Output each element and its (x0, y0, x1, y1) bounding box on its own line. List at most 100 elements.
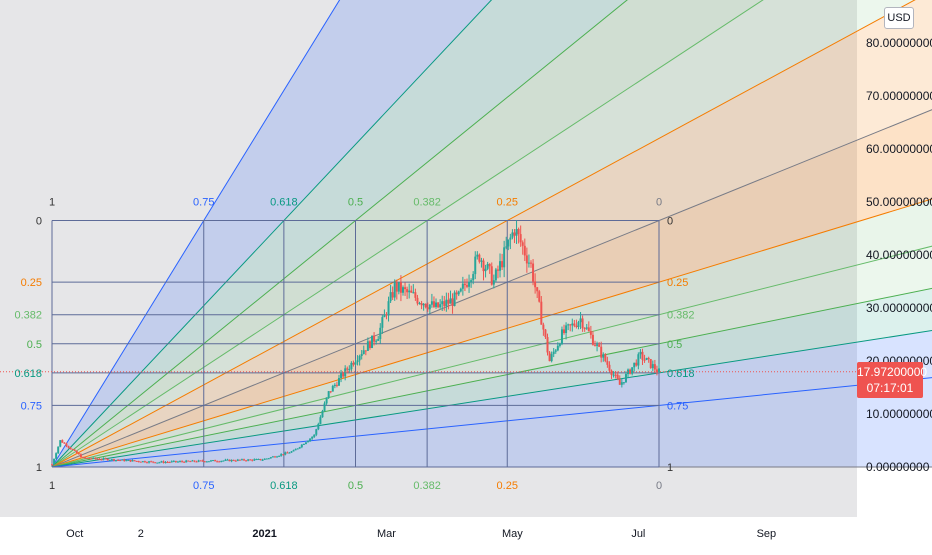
candle-body (195, 461, 198, 463)
candle-body (131, 460, 134, 462)
candle-body (373, 335, 376, 342)
candle-body (232, 459, 235, 461)
candle-body (627, 369, 630, 375)
candle-body (389, 292, 392, 302)
candle-body (238, 459, 241, 461)
candle-body (150, 461, 153, 463)
candle-body (329, 391, 332, 393)
candle-body (77, 453, 80, 455)
price-tick-label: 50.00000000 (866, 195, 932, 209)
candle-body (397, 282, 400, 292)
gann-level-label-left: 0.618 (14, 368, 42, 380)
candle-body (261, 459, 264, 461)
candle-body (65, 443, 68, 447)
candle-body (290, 451, 293, 453)
candle-body (618, 379, 621, 385)
candle-body (98, 458, 101, 460)
candle-body (525, 255, 528, 264)
candle-body (608, 364, 611, 371)
candle-body (337, 378, 340, 386)
candle-body (472, 274, 475, 281)
candle-body (51, 464, 53, 466)
candle-body (426, 307, 429, 310)
candle-body (366, 341, 369, 351)
candle-body (593, 344, 596, 346)
candle-body (152, 461, 155, 463)
candle-body (432, 301, 435, 307)
candle-body (527, 262, 530, 264)
candle-body (577, 322, 580, 327)
currency-button[interactable]: USD (884, 7, 914, 29)
gann-fan-label-bottom: 0.382 (413, 480, 441, 492)
gann-level-label-right: 0.75 (667, 400, 688, 412)
candle-body (199, 460, 202, 462)
plot-background (0, 0, 857, 517)
candle-body (154, 462, 157, 464)
candle-body (331, 385, 334, 392)
candle-body (430, 301, 433, 305)
candle-body (391, 292, 394, 298)
candle-body (302, 443, 305, 445)
candle-body (115, 459, 118, 461)
candle-body (600, 346, 603, 358)
candle-body (162, 461, 165, 463)
candle-body (550, 354, 553, 362)
gann-level-label-left: 0.5 (27, 339, 42, 351)
gann-fan-label-top: 0.25 (497, 197, 518, 209)
candle-body (589, 331, 592, 335)
candle-body (249, 459, 252, 461)
candle-body (499, 261, 502, 271)
candle-body (209, 460, 212, 462)
candle-body (645, 357, 648, 360)
price-tick-label: 70.00000000 (866, 89, 932, 103)
candle-body (420, 303, 423, 306)
candle-body (486, 263, 489, 269)
price-tick-label: 30.00000000 (866, 301, 932, 315)
candle-body (490, 266, 493, 285)
fan-line (51, 0, 493, 468)
time-tick-label: 2021 (252, 528, 276, 540)
candle-body (532, 263, 535, 282)
fan-line (51, 0, 916, 468)
candle-body (451, 298, 454, 306)
candle-body (387, 301, 390, 316)
candle-body (591, 334, 594, 345)
candle-body (141, 461, 144, 463)
candle-body (143, 461, 146, 463)
candle-body (414, 292, 417, 298)
candle-body (637, 354, 640, 366)
fan-line (51, 0, 341, 468)
candle-body (218, 461, 221, 463)
candle-body (325, 397, 328, 404)
candle-body (110, 459, 113, 461)
candle-body (263, 458, 266, 460)
candle-body (401, 287, 404, 293)
candle-body (127, 459, 130, 461)
candle-body (137, 461, 140, 463)
candle-body (461, 283, 464, 289)
candle-body (435, 302, 438, 307)
candle-body (563, 329, 566, 334)
candle-body (488, 263, 491, 267)
candle-body (356, 360, 359, 363)
gann-fan-label-top: 0.382 (413, 197, 441, 209)
candle-body (457, 291, 460, 295)
candle-body (179, 461, 182, 463)
candle-body (381, 317, 384, 328)
candle-body (437, 302, 440, 308)
gann-fan-label-bottom: 0.5 (348, 480, 363, 492)
candle-body (622, 382, 625, 384)
price-tick-label: 10.00000000 (866, 407, 932, 421)
candle-body (220, 460, 223, 462)
candle-body (377, 339, 380, 341)
candle-body (333, 384, 336, 386)
candle-body (515, 229, 518, 236)
candle-body (119, 460, 122, 462)
candle-body (565, 325, 568, 334)
candle-body (651, 364, 654, 369)
candle-body (201, 460, 204, 462)
gann-level-label-left: 0.75 (21, 400, 42, 412)
candle-body (445, 299, 448, 307)
